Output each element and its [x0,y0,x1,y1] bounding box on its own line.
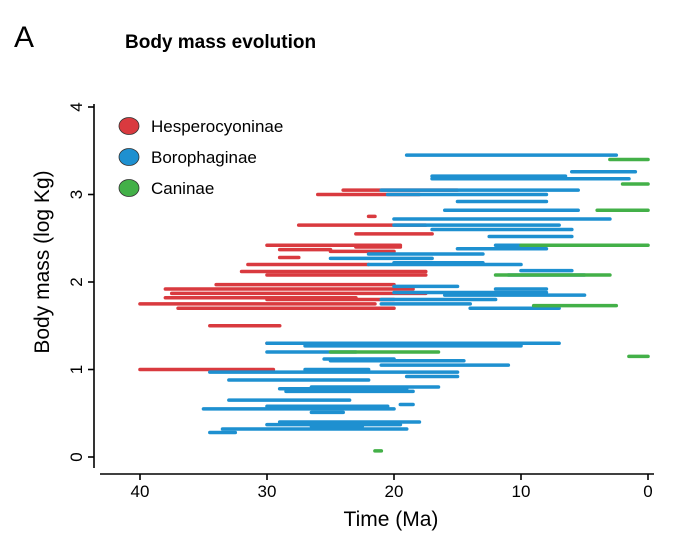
x-tick-label: 40 [131,482,150,501]
y-tick-label: 1 [67,365,86,374]
x-ticks: 40 30 20 10 0 [131,474,653,501]
y-tick-label: 2 [67,277,86,286]
series-hesperocyoninae [138,188,460,372]
panel-letter: A [14,21,34,54]
legend-swatch [118,148,140,166]
legend-label: Hesperocyoninae [151,117,283,136]
y-tick-label: 0 [67,452,86,461]
x-tick-label: 30 [258,482,277,501]
x-tick-label: 0 [643,482,652,501]
series-borophaginae [201,153,638,435]
legend: Hesperocyoninae Borophaginae Caninae [118,117,283,198]
y-tick-label: 4 [67,102,86,111]
legend-swatch [118,117,140,135]
y-tick-label: 3 [67,190,86,199]
x-axis-label: Time (Ma) [344,508,439,531]
legend-swatch [118,179,140,197]
x-tick-label: 20 [385,482,404,501]
chart-title: Body mass evolution [125,32,316,53]
series-caninae [328,157,650,453]
y-ticks: 0 1 2 3 4 [67,102,94,462]
legend-label: Caninae [151,179,214,198]
plot-area [138,153,650,453]
x-tick-label: 10 [512,482,531,501]
y-axis-label: Body mass (log Kg) [31,170,54,353]
legend-label: Borophaginae [151,148,257,167]
